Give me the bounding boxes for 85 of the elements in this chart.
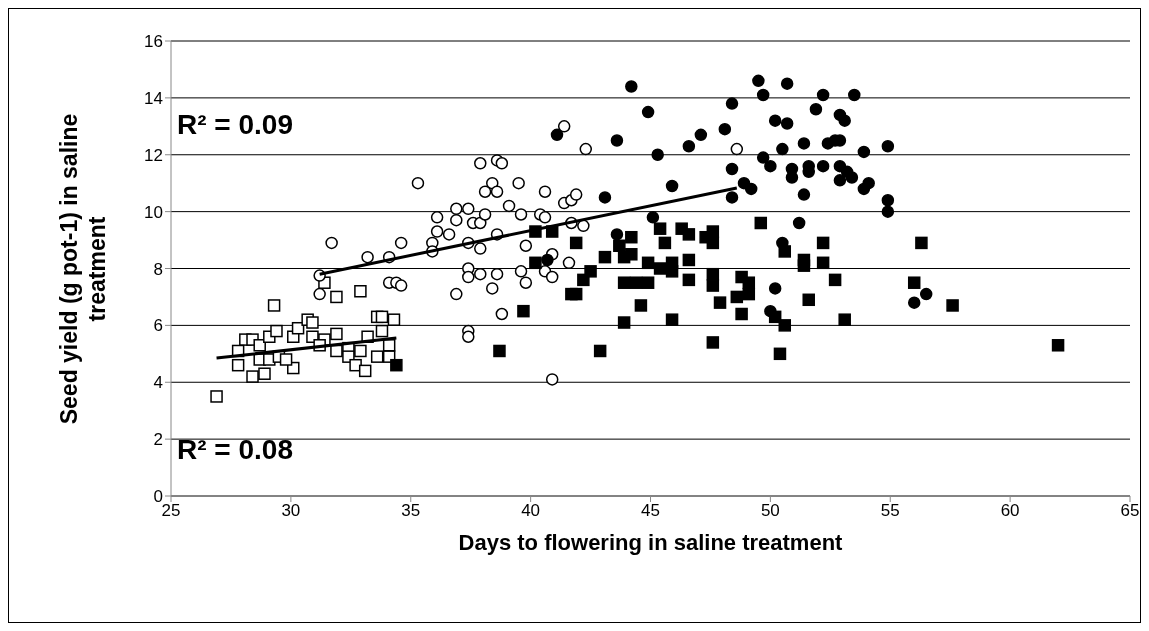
point [231, 358, 245, 372]
x-tick-label: 50 [760, 501, 780, 521]
point [610, 134, 624, 147]
point [725, 97, 739, 110]
annotation: R² = 0.09 [177, 109, 293, 141]
point [375, 310, 389, 324]
y-tick-label: 16 [144, 32, 163, 52]
point [792, 216, 806, 230]
x-tick-label: 65 [1120, 501, 1140, 521]
point [725, 162, 739, 176]
point [267, 299, 281, 312]
y-tick-label: 10 [144, 202, 163, 222]
point [797, 188, 811, 201]
point [541, 253, 554, 267]
point [306, 316, 319, 329]
point [279, 353, 293, 366]
point [610, 228, 624, 241]
point [919, 287, 933, 301]
point [646, 211, 660, 224]
x-tick-label: 45 [641, 501, 660, 521]
point [756, 88, 770, 102]
point [258, 367, 271, 380]
point [270, 324, 283, 338]
y-tick-label: 12 [144, 145, 163, 165]
point [330, 327, 343, 341]
y-tick-label: 8 [153, 259, 163, 279]
point [816, 88, 830, 102]
point [857, 145, 871, 159]
point [665, 179, 679, 193]
point [253, 339, 266, 352]
point [848, 88, 861, 102]
point [744, 182, 758, 196]
point [809, 103, 823, 116]
x-tick-label: 55 [880, 501, 900, 521]
point [625, 80, 638, 93]
point [651, 148, 664, 161]
point [797, 137, 811, 150]
point [370, 350, 384, 363]
point [752, 74, 765, 88]
y-tick-label: 4 [153, 373, 163, 393]
point [725, 191, 739, 204]
x-tick-label: 35 [401, 501, 421, 521]
point [354, 344, 367, 358]
point [862, 176, 875, 190]
point [375, 324, 389, 338]
y-tick-label: 14 [144, 88, 163, 108]
point [330, 290, 343, 304]
point [598, 191, 612, 204]
point [816, 159, 830, 173]
point [349, 358, 362, 372]
point [682, 139, 696, 153]
point [354, 285, 367, 298]
point [881, 194, 895, 207]
y-axis-title: Seed yield (g pot-1) in saline treatment [55, 112, 111, 426]
point [907, 296, 921, 309]
point [838, 114, 851, 127]
point [776, 142, 789, 156]
point [358, 364, 372, 378]
x-tick-label: 40 [521, 501, 541, 521]
point [780, 77, 794, 90]
point [833, 174, 847, 187]
point [246, 370, 259, 383]
annotation: R² = 0.08 [177, 434, 293, 466]
point [881, 205, 895, 218]
point [768, 114, 782, 127]
x-tick-label: 25 [161, 501, 181, 521]
point [387, 313, 401, 326]
point [641, 105, 655, 119]
point [550, 128, 564, 142]
y-tick-label: 0 [153, 487, 163, 507]
x-tick-label: 30 [281, 501, 301, 521]
x-axis-title: Days to flowering in saline treatment [458, 530, 844, 555]
point [768, 282, 782, 295]
point [845, 171, 859, 184]
point [718, 122, 732, 136]
x-tick-label: 60 [1000, 501, 1020, 521]
point [780, 117, 794, 130]
point [756, 151, 770, 164]
point [210, 390, 223, 403]
point [881, 139, 895, 153]
point [764, 159, 777, 173]
point [785, 171, 799, 184]
point [694, 128, 708, 142]
y-tick-label: 6 [153, 316, 163, 336]
y-tick-label: 2 [153, 430, 163, 450]
